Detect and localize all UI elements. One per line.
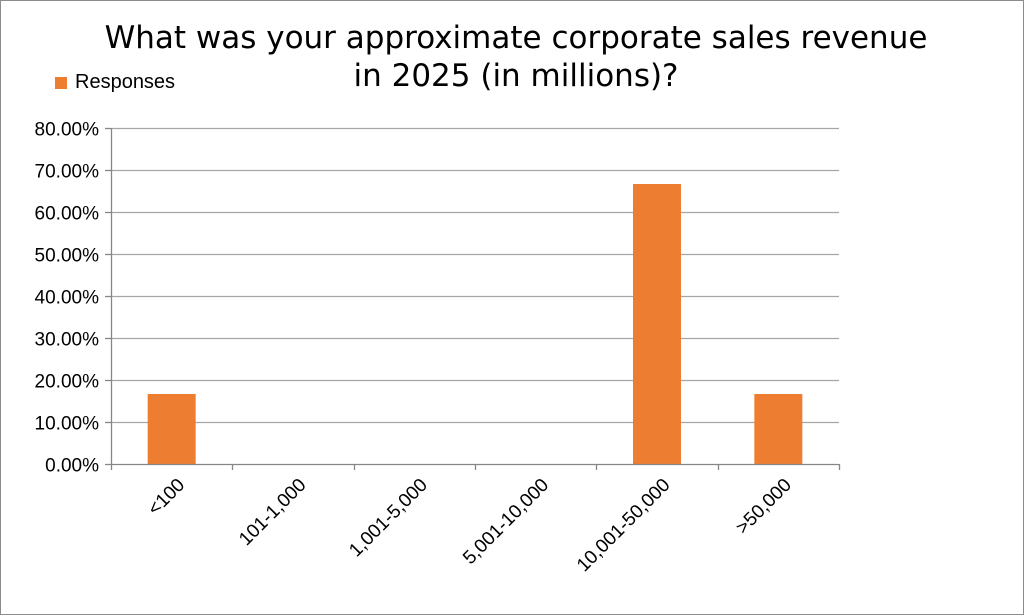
x-tick-label: >50,000: [732, 475, 796, 539]
bar: [754, 393, 803, 464]
x-tick-label: 5,001-10,000: [459, 475, 553, 569]
chart-title-line-2: in 2025 (in millions)?: [353, 58, 679, 94]
chart-legend: Responses: [55, 71, 175, 94]
chart-title-line-1: What was your approximate corporate sale…: [104, 20, 928, 56]
y-tick-label: 60.00%: [35, 204, 100, 225]
bar: [147, 393, 196, 464]
y-tick-label: 10.00%: [35, 414, 100, 435]
x-tick-labels: <100 101-1,000 1,001-5,000 5,001-10,000 10,0…: [144, 475, 796, 577]
y-tick-label: 0.00%: [45, 456, 99, 477]
x-tick-label: 10,001-50,000: [573, 475, 675, 577]
x-tick-label: <100: [144, 475, 189, 520]
legend-label-responses: Responses: [75, 71, 176, 93]
y-tick-label: 30.00%: [35, 330, 100, 351]
bar: [633, 183, 681, 464]
y-tick-labels: 0.00% 10.00% 20.00% 30.00% 40.00% 50.00% 60.00…: [35, 120, 100, 477]
axes: [105, 127, 841, 470]
chart-title: What was your approximate corporate sale…: [81, 19, 951, 95]
gridlines: [111, 127, 839, 424]
bars: [147, 183, 803, 464]
legend-swatch-responses: [55, 76, 67, 89]
y-tick-label: 20.00%: [35, 372, 100, 393]
y-tick-label: 50.00%: [35, 246, 100, 267]
y-tick-label: 70.00%: [35, 162, 100, 183]
x-tick-label: 101-1,000: [235, 475, 310, 550]
y-tick-label: 80.00%: [35, 120, 100, 141]
y-tick-label: 40.00%: [35, 288, 100, 309]
x-tick-label: 1,001-5,000: [345, 475, 432, 562]
